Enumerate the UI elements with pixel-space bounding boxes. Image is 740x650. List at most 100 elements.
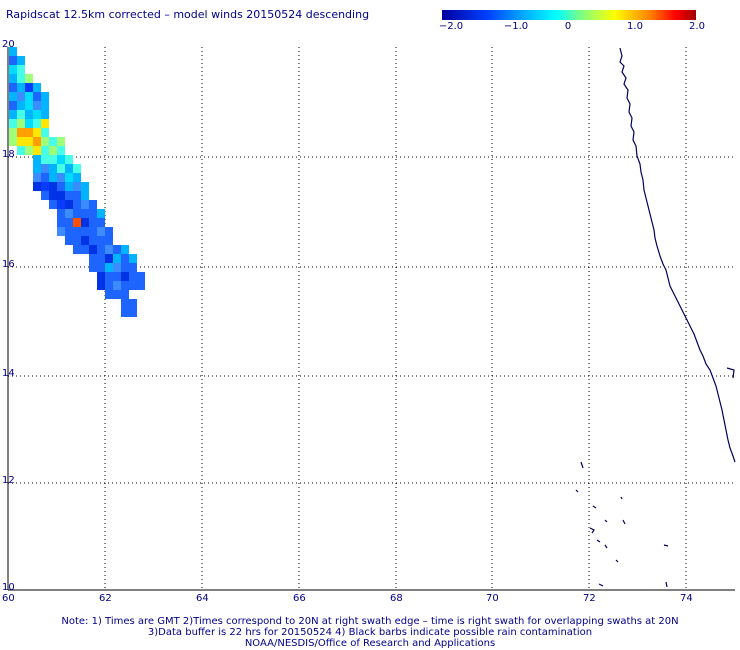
swath-cell — [33, 128, 41, 137]
swath-cell — [129, 272, 137, 281]
swath-cell — [73, 209, 81, 218]
swath-cell — [57, 191, 65, 200]
swath-cell — [25, 101, 33, 110]
swath-cell — [25, 119, 33, 128]
swath-cell — [41, 128, 49, 137]
note-line-2: 3)Data buffer is 22 hrs for 20150524 4) … — [147, 627, 593, 638]
swath-cell — [113, 272, 121, 281]
swath-cell — [17, 110, 25, 119]
swath-cell — [33, 137, 41, 146]
swath-cell — [41, 173, 49, 182]
swath-cell — [25, 83, 33, 92]
swath-cell — [57, 173, 65, 182]
swath-cell — [137, 272, 145, 281]
coastline — [619, 47, 736, 463]
swath-cell — [73, 245, 81, 254]
swath-cell — [121, 272, 129, 281]
swath-cell — [97, 236, 105, 245]
swath-cell — [17, 65, 25, 74]
swath-cell — [113, 281, 121, 290]
colorbar-label-zero: 0 — [564, 21, 572, 32]
swath-cell — [41, 101, 49, 110]
island — [622, 519, 626, 525]
swath-cell — [17, 101, 25, 110]
swath-cell — [113, 263, 121, 272]
island — [589, 527, 595, 534]
swath-cell — [73, 236, 81, 245]
swath-cell — [49, 182, 57, 191]
swath-cell — [33, 173, 41, 182]
swath-cell — [81, 209, 89, 218]
swath-cell — [65, 182, 73, 191]
swath-cell — [73, 227, 81, 236]
note-line-3: NOAA/NESDIS/Office of Research and Appli… — [244, 638, 496, 649]
swath-cell — [25, 137, 33, 146]
island — [592, 505, 597, 509]
swath-cell — [97, 281, 105, 290]
swath-cell — [81, 191, 89, 200]
wind-swath — [9, 47, 145, 317]
swath-cell — [17, 56, 25, 65]
island — [598, 583, 604, 587]
swath-cell — [129, 281, 137, 290]
swath-cell — [105, 263, 113, 272]
swath-cell — [17, 92, 25, 101]
swath-cell — [25, 92, 33, 101]
x-tick-66: 66 — [293, 593, 306, 604]
swath-cell — [81, 218, 89, 227]
y-tick-16: 16 — [2, 259, 15, 270]
swath-cell — [65, 236, 73, 245]
swath-cell — [57, 227, 65, 236]
swath-cell — [65, 173, 73, 182]
swath-cell — [41, 119, 49, 128]
swath-cell — [49, 155, 57, 164]
swath-cell — [49, 146, 57, 155]
swath-cell — [57, 137, 65, 146]
island — [615, 559, 619, 563]
swath-cell — [105, 272, 113, 281]
swath-cell — [73, 164, 81, 173]
swath-cell — [89, 200, 97, 209]
swath-cell — [41, 182, 49, 191]
island — [604, 544, 608, 549]
island — [580, 461, 584, 469]
island — [596, 539, 601, 543]
swath-cell — [65, 164, 73, 173]
swath-cell — [129, 299, 137, 308]
swath-cell — [49, 137, 57, 146]
swath-cell — [65, 227, 73, 236]
swath-cell — [25, 74, 33, 83]
x-tick-74: 74 — [680, 593, 693, 604]
swath-cell — [129, 308, 137, 317]
islands — [575, 461, 669, 588]
swath-cell — [73, 200, 81, 209]
island — [604, 519, 608, 523]
swath-cell — [57, 218, 65, 227]
island — [575, 489, 579, 493]
swath-cell — [129, 254, 137, 263]
longitude-gridlines — [104, 47, 687, 590]
swath-cell — [33, 182, 41, 191]
swath-cell — [9, 128, 17, 137]
swath-cell — [33, 83, 41, 92]
swath-cell — [121, 308, 129, 317]
swath-cell — [105, 254, 113, 263]
swath-cell — [65, 155, 73, 164]
swath-cell — [9, 119, 17, 128]
swath-cell — [41, 92, 49, 101]
latitude-gridlines — [8, 156, 735, 484]
swath-cell — [121, 254, 129, 263]
swath-cell — [9, 74, 17, 83]
colorbar-label-neg1: −1.0 — [503, 21, 529, 32]
swath-cell — [33, 110, 41, 119]
swath-cell — [33, 119, 41, 128]
swath-cell — [33, 146, 41, 155]
swath-cell — [33, 92, 41, 101]
swath-cell — [89, 254, 97, 263]
swath-cell — [9, 56, 17, 65]
swath-cell — [25, 128, 33, 137]
y-tick-10: 10 — [2, 582, 15, 593]
swath-cell — [9, 83, 17, 92]
x-tick-72: 72 — [583, 593, 596, 604]
swath-cell — [41, 110, 49, 119]
